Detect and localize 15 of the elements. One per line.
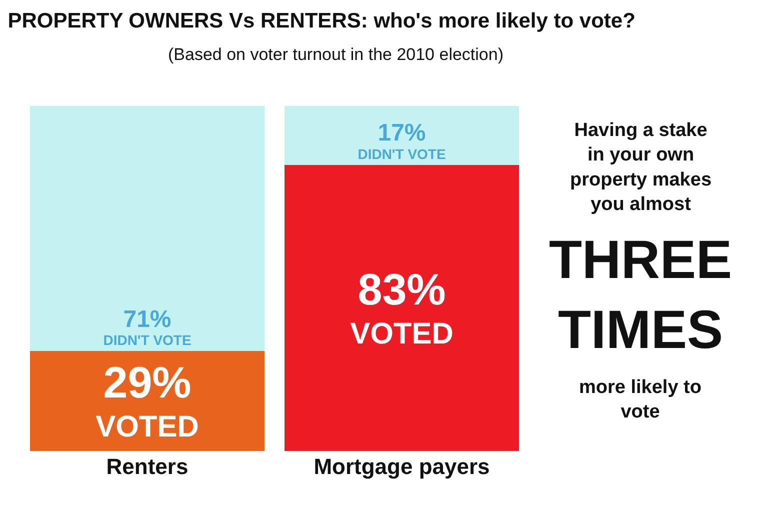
text: Having a stake in your own property makes you almost [570, 120, 712, 216]
text: VOTED [350, 317, 454, 350]
x-tick-label: Mortgage payers [314, 454, 490, 479]
x-tick-label: Renters [106, 454, 188, 479]
data-label: 29% [103, 358, 192, 408]
text: THREE TIMES [549, 230, 732, 360]
data-label: 71% [123, 306, 172, 333]
data-label: 17% [378, 120, 426, 147]
data-label: 83% [358, 265, 446, 314]
series-label: DIDN'T VOTE [103, 332, 192, 348]
text: more likely to vote [579, 377, 702, 423]
text: DIDN'T VOTE [358, 146, 446, 162]
chart-title: PROPERTY OWNERS Vs RENTERS: who's more likely to vote? [8, 9, 636, 32]
series-label: VOTED [96, 410, 199, 444]
chart-subtitle: (Based on voter turnout in the 2010 election) [168, 45, 504, 64]
